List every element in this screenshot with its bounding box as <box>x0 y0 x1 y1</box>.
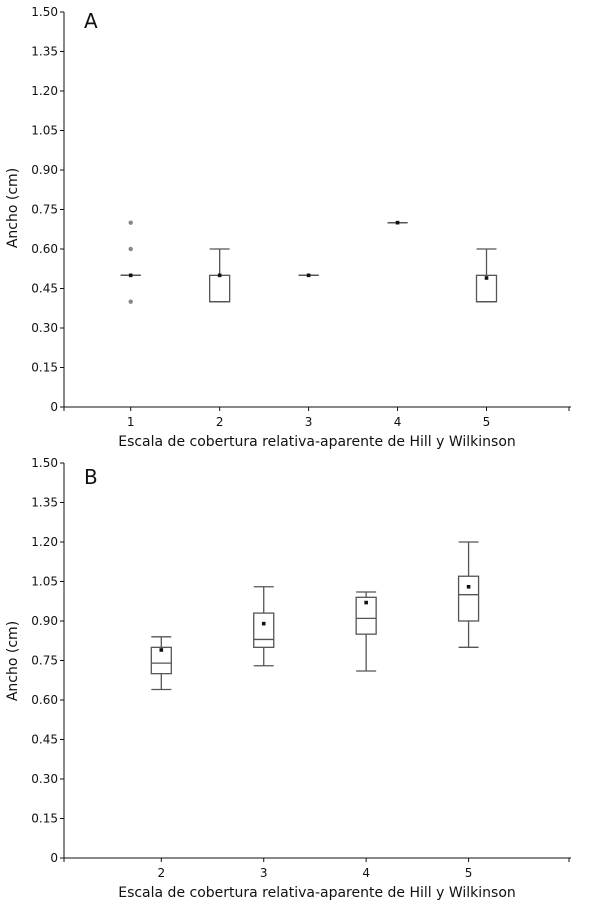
mean-marker <box>364 600 368 605</box>
panel-a: A Ancho (cm) Escala de cobertura relativ… <box>5 5 571 450</box>
box <box>457 575 480 622</box>
panel-b: B Ancho (cm) Escala de cobertura relativ… <box>5 456 571 901</box>
panel-a-box-2 <box>209 248 231 303</box>
panel-b-y-tick-label: 1.20 <box>31 535 58 549</box>
panel-b-x-tick-label: 5 <box>465 866 473 880</box>
mean-marker <box>466 584 471 589</box>
mean-marker <box>217 273 222 278</box>
panel-b-box-2 <box>150 636 172 691</box>
panel-a-y-tick-label: 0.60 <box>31 242 58 256</box>
panel-a-y-tick-label: 0.30 <box>31 321 58 335</box>
panel-b-x-tick-label: 3 <box>260 866 268 880</box>
panel-a-y-tick-label: 0.75 <box>31 203 58 217</box>
panel-b-box-4 <box>355 591 377 672</box>
panel-a-x-tick-label: 5 <box>483 415 491 429</box>
panel-a-box-1 <box>120 220 141 304</box>
box <box>209 274 231 303</box>
panel-a-x-tick-label: 1 <box>127 415 135 429</box>
panel-a-y-axis-title: Ancho (cm) <box>5 168 21 248</box>
panel-a-x-tick-label: 4 <box>394 415 402 429</box>
panel-b-x-axis-title: Escala de cobertura relativa-aparente de… <box>118 885 516 901</box>
panel-a-box-3 <box>298 273 319 278</box>
panel-b-y-tick-label: 1.05 <box>31 575 58 589</box>
panel-b-marks: 0 0.15 0.30 0.45 0.60 0.75 0.90 1.05 1.20 1.35 1.5… <box>31 456 571 880</box>
box <box>253 612 275 648</box>
panel-b-y-axis-title: Ancho (cm) <box>5 621 21 701</box>
panel-a-y-tick-label: 0.15 <box>31 361 58 375</box>
panel-b-box-3 <box>253 586 275 667</box>
panel-b-y-tick-label: 0.30 <box>31 772 58 786</box>
mean-marker <box>306 273 311 278</box>
panel-a-x-tick-label: 2 <box>216 415 224 429</box>
panel-a-x-axis-title: Escala de cobertura relativa-aparente de… <box>118 434 516 450</box>
panel-a-y-tick-label: 1.20 <box>31 84 58 98</box>
panel-b-y-tick-label: 0 <box>50 851 58 865</box>
mean-marker <box>128 273 133 278</box>
mean-marker <box>484 276 489 280</box>
mean-marker <box>261 621 266 626</box>
panel-a-y-tick-label: 0 <box>50 400 58 414</box>
outlier-point <box>128 246 133 252</box>
panel-b-x-tick-label: 4 <box>362 866 370 880</box>
panel-a-x-tick-label: 3 <box>305 415 313 429</box>
panel-b-y-tick-label: 0.75 <box>31 654 58 668</box>
panel-a-y-tick-label: 1.50 <box>31 5 58 19</box>
mean-marker <box>395 220 400 225</box>
box <box>150 646 172 675</box>
panel-b-y-tick-label: 0.15 <box>31 812 58 826</box>
panel-a-box-4 <box>387 220 408 225</box>
panel-b-label: B <box>84 465 98 489</box>
panel-b-x-tick-label: 2 <box>157 866 165 880</box>
outlier-point <box>128 220 133 225</box>
panel-a-y-tick-label: 1.35 <box>31 45 58 59</box>
panel-b-box-5 <box>457 541 480 648</box>
panel-b-y-tick-label: 0.60 <box>31 693 58 707</box>
panel-a-y-tick-label: 1.05 <box>31 124 58 138</box>
panel-a-marks: 0 0.15 0.30 0.45 0.60 0.75 0.90 1.05 1.20 1.35 1.5… <box>31 5 571 429</box>
panel-a-y-tick-label: 0.90 <box>31 163 58 177</box>
panel-a-box-5 <box>475 248 498 303</box>
panel-b-y-tick-label: 0.90 <box>31 614 58 628</box>
panel-b-y-tick-label: 1.35 <box>31 496 58 510</box>
panel-a-y-tick-label: 0.45 <box>31 282 58 296</box>
panel-a-label: A <box>84 9 98 33</box>
outlier-point <box>128 299 133 304</box>
panel-b-y-tick-label: 0.45 <box>31 733 58 747</box>
mean-marker <box>159 648 164 652</box>
panel-b-y-tick-label: 1.50 <box>31 456 58 470</box>
box <box>355 596 377 635</box>
